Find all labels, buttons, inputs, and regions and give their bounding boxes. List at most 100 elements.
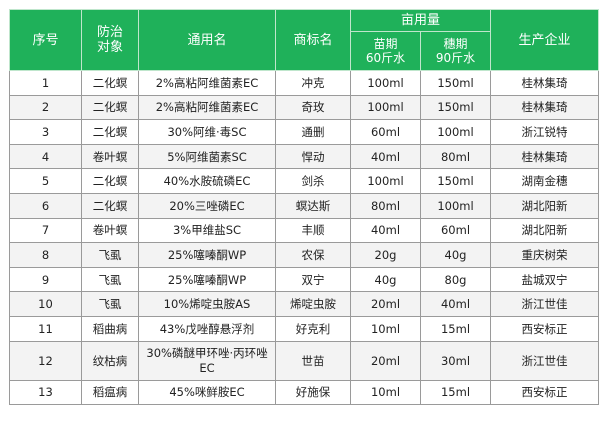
cell-manufacturer: 盐城双宁 [490, 266, 600, 293]
cell-target: 卷叶螟 [81, 217, 139, 244]
table-row: 2 二化螟 2%高粘阿维菌素EC 奇玫 100ml 150ml 桂林集琦 [9, 94, 600, 121]
cell-heading-dose: 100ml [419, 192, 492, 219]
table-row: 5 二化螟 40%水胺硫磷EC 剑杀 100ml 150ml 湖南金穗 [9, 168, 600, 194]
header-brand-name: 商标名 [275, 9, 351, 71]
table-body: 1 二化螟 2%高粘阿维菌素EC 冲克 100ml 150ml 桂林集琦 2 二… [9, 70, 600, 406]
cell-seedling-dose: 100ml [350, 94, 421, 121]
pesticide-table: 序号 防治 对象 通用名 商标名 亩用量 生产企业 苗期 60斤水 穗期 90斤… [9, 9, 600, 406]
header-dosage: 亩用量 [349, 9, 492, 32]
cell-seq: 12 [9, 340, 82, 381]
table-row: 4 卷叶螟 5%阿维菌素SC 悍动 40ml 80ml 桂林集琦 [9, 143, 600, 170]
cell-brand-name: 螟达斯 [275, 192, 351, 219]
cell-heading-dose: 80g [419, 266, 492, 293]
cell-generic-name: 45%咪鲜胺EC [138, 379, 276, 406]
table-row: 12 纹枯病 30%磷醚甲环唑·丙环唑EC 世苗 20ml 30ml 浙江世佳 [9, 340, 600, 381]
cell-target: 二化螟 [81, 94, 139, 121]
cell-brand-name: 烯啶虫胺 [275, 291, 351, 317]
cell-target: 二化螟 [81, 192, 139, 219]
cell-brand-name: 悍动 [275, 143, 351, 170]
cell-seq: 8 [9, 242, 82, 268]
cell-manufacturer: 湖南金穗 [490, 168, 600, 194]
table-row: 10 飞虱 10%烯啶虫胺AS 烯啶虫胺 20ml 40ml 浙江世佳 [9, 291, 600, 317]
cell-seq: 5 [9, 168, 82, 194]
header-target-line2: 对象 [96, 40, 123, 55]
cell-seq: 11 [9, 315, 82, 342]
header-seedling-line2: 60斤水 [365, 51, 406, 65]
cell-manufacturer: 浙江世佳 [490, 340, 600, 381]
cell-generic-name: 5%阿维菌素SC [138, 143, 276, 170]
cell-target: 二化螟 [81, 168, 139, 194]
cell-seq: 6 [9, 192, 82, 219]
cell-seedling-dose: 40ml [350, 143, 421, 170]
cell-brand-name: 剑杀 [275, 168, 351, 194]
cell-heading-dose: 30ml [419, 340, 492, 381]
cell-generic-name: 2%高粘阿维菌素EC [138, 70, 276, 96]
cell-target: 二化螟 [81, 119, 139, 145]
cell-brand-name: 农保 [275, 242, 351, 268]
header-target-line1: 防治 [96, 25, 123, 40]
header-generic-name: 通用名 [138, 9, 276, 71]
cell-manufacturer: 西安标正 [490, 315, 600, 342]
cell-target: 纹枯病 [81, 340, 139, 381]
table-row: 8 飞虱 25%噻嗪酮WP 农保 20g 40g 重庆树荣 [9, 242, 600, 268]
cell-seedling-dose: 80ml [350, 192, 421, 219]
cell-target: 稻曲病 [81, 315, 139, 342]
cell-manufacturer: 西安标正 [490, 379, 600, 406]
cell-heading-dose: 15ml [419, 379, 492, 406]
cell-seq: 9 [9, 266, 82, 293]
cell-brand-name: 世苗 [275, 340, 351, 381]
cell-seedling-dose: 100ml [350, 168, 421, 194]
cell-target: 卷叶螟 [81, 143, 139, 170]
cell-heading-dose: 15ml [419, 315, 492, 342]
cell-seq: 1 [9, 70, 82, 96]
cell-seedling-dose: 10ml [350, 379, 421, 406]
cell-brand-name: 好克利 [275, 315, 351, 342]
table-row: 1 二化螟 2%高粘阿维菌素EC 冲克 100ml 150ml 桂林集琦 [9, 70, 600, 96]
cell-brand-name: 好施保 [275, 379, 351, 406]
header-heading-line2: 90斤水 [435, 51, 476, 65]
cell-target: 二化螟 [81, 70, 139, 96]
cell-seedling-dose: 20ml [350, 291, 421, 317]
cell-seq: 3 [9, 119, 82, 145]
header-seedling-line1: 苗期 [373, 37, 398, 51]
cell-target: 飞虱 [81, 291, 139, 317]
cell-target: 稻瘟病 [81, 379, 139, 406]
cell-generic-name: 30%阿维·毒SC [138, 119, 276, 145]
cell-generic-name: 25%噻嗪酮WP [138, 242, 276, 268]
cell-seedling-dose: 60ml [350, 119, 421, 145]
cell-brand-name: 丰顺 [275, 217, 351, 244]
cell-manufacturer: 桂林集琦 [490, 143, 600, 170]
cell-seq: 2 [9, 94, 82, 121]
cell-seedling-dose: 20g [350, 242, 421, 268]
cell-seedling-dose: 40ml [350, 217, 421, 244]
cell-generic-name: 30%磷醚甲环唑·丙环唑EC [138, 340, 276, 381]
header-seq: 序号 [9, 9, 82, 71]
cell-manufacturer: 湖北阳新 [490, 217, 600, 244]
cell-seedling-dose: 100ml [350, 70, 421, 96]
cell-brand-name: 双宁 [275, 266, 351, 293]
cell-generic-name: 10%烯啶虫胺AS [138, 291, 276, 317]
table-row: 6 二化螟 20%三唑磷EC 螟达斯 80ml 100ml 湖北阳新 [9, 192, 600, 219]
cell-seedling-dose: 40g [350, 266, 421, 293]
cell-heading-dose: 40g [419, 242, 492, 268]
table-row: 11 稻曲病 43%戊唑醇悬浮剂 好克利 10ml 15ml 西安标正 [9, 315, 600, 342]
cell-manufacturer: 湖北阳新 [490, 192, 600, 219]
cell-manufacturer: 重庆树荣 [490, 242, 600, 268]
cell-manufacturer: 浙江锐特 [490, 119, 600, 145]
header-seedling-stage: 苗期 60斤水 [350, 31, 421, 71]
pesticide-table-container: 序号 防治 对象 通用名 商标名 亩用量 生产企业 苗期 60斤水 穗期 90斤… [9, 9, 600, 406]
header-manufacturer: 生产企业 [490, 9, 600, 71]
table-row: 9 飞虱 25%噻嗪酮WP 双宁 40g 80g 盐城双宁 [9, 266, 600, 293]
cell-generic-name: 43%戊唑醇悬浮剂 [138, 315, 276, 342]
cell-brand-name: 奇玫 [275, 94, 351, 121]
cell-heading-dose: 150ml [419, 70, 492, 96]
cell-target: 飞虱 [81, 266, 139, 293]
cell-generic-name: 40%水胺硫磷EC [138, 168, 276, 194]
table-row: 3 二化螟 30%阿维·毒SC 通删 60ml 100ml 浙江锐特 [9, 119, 600, 145]
cell-brand-name: 冲克 [275, 70, 351, 96]
cell-manufacturer: 桂林集琦 [490, 70, 600, 96]
cell-manufacturer: 桂林集琦 [490, 94, 600, 121]
cell-seedling-dose: 10ml [350, 315, 421, 342]
table-row: 7 卷叶螟 3%甲维盐SC 丰顺 40ml 60ml 湖北阳新 [9, 217, 600, 244]
cell-brand-name: 通删 [275, 119, 351, 145]
